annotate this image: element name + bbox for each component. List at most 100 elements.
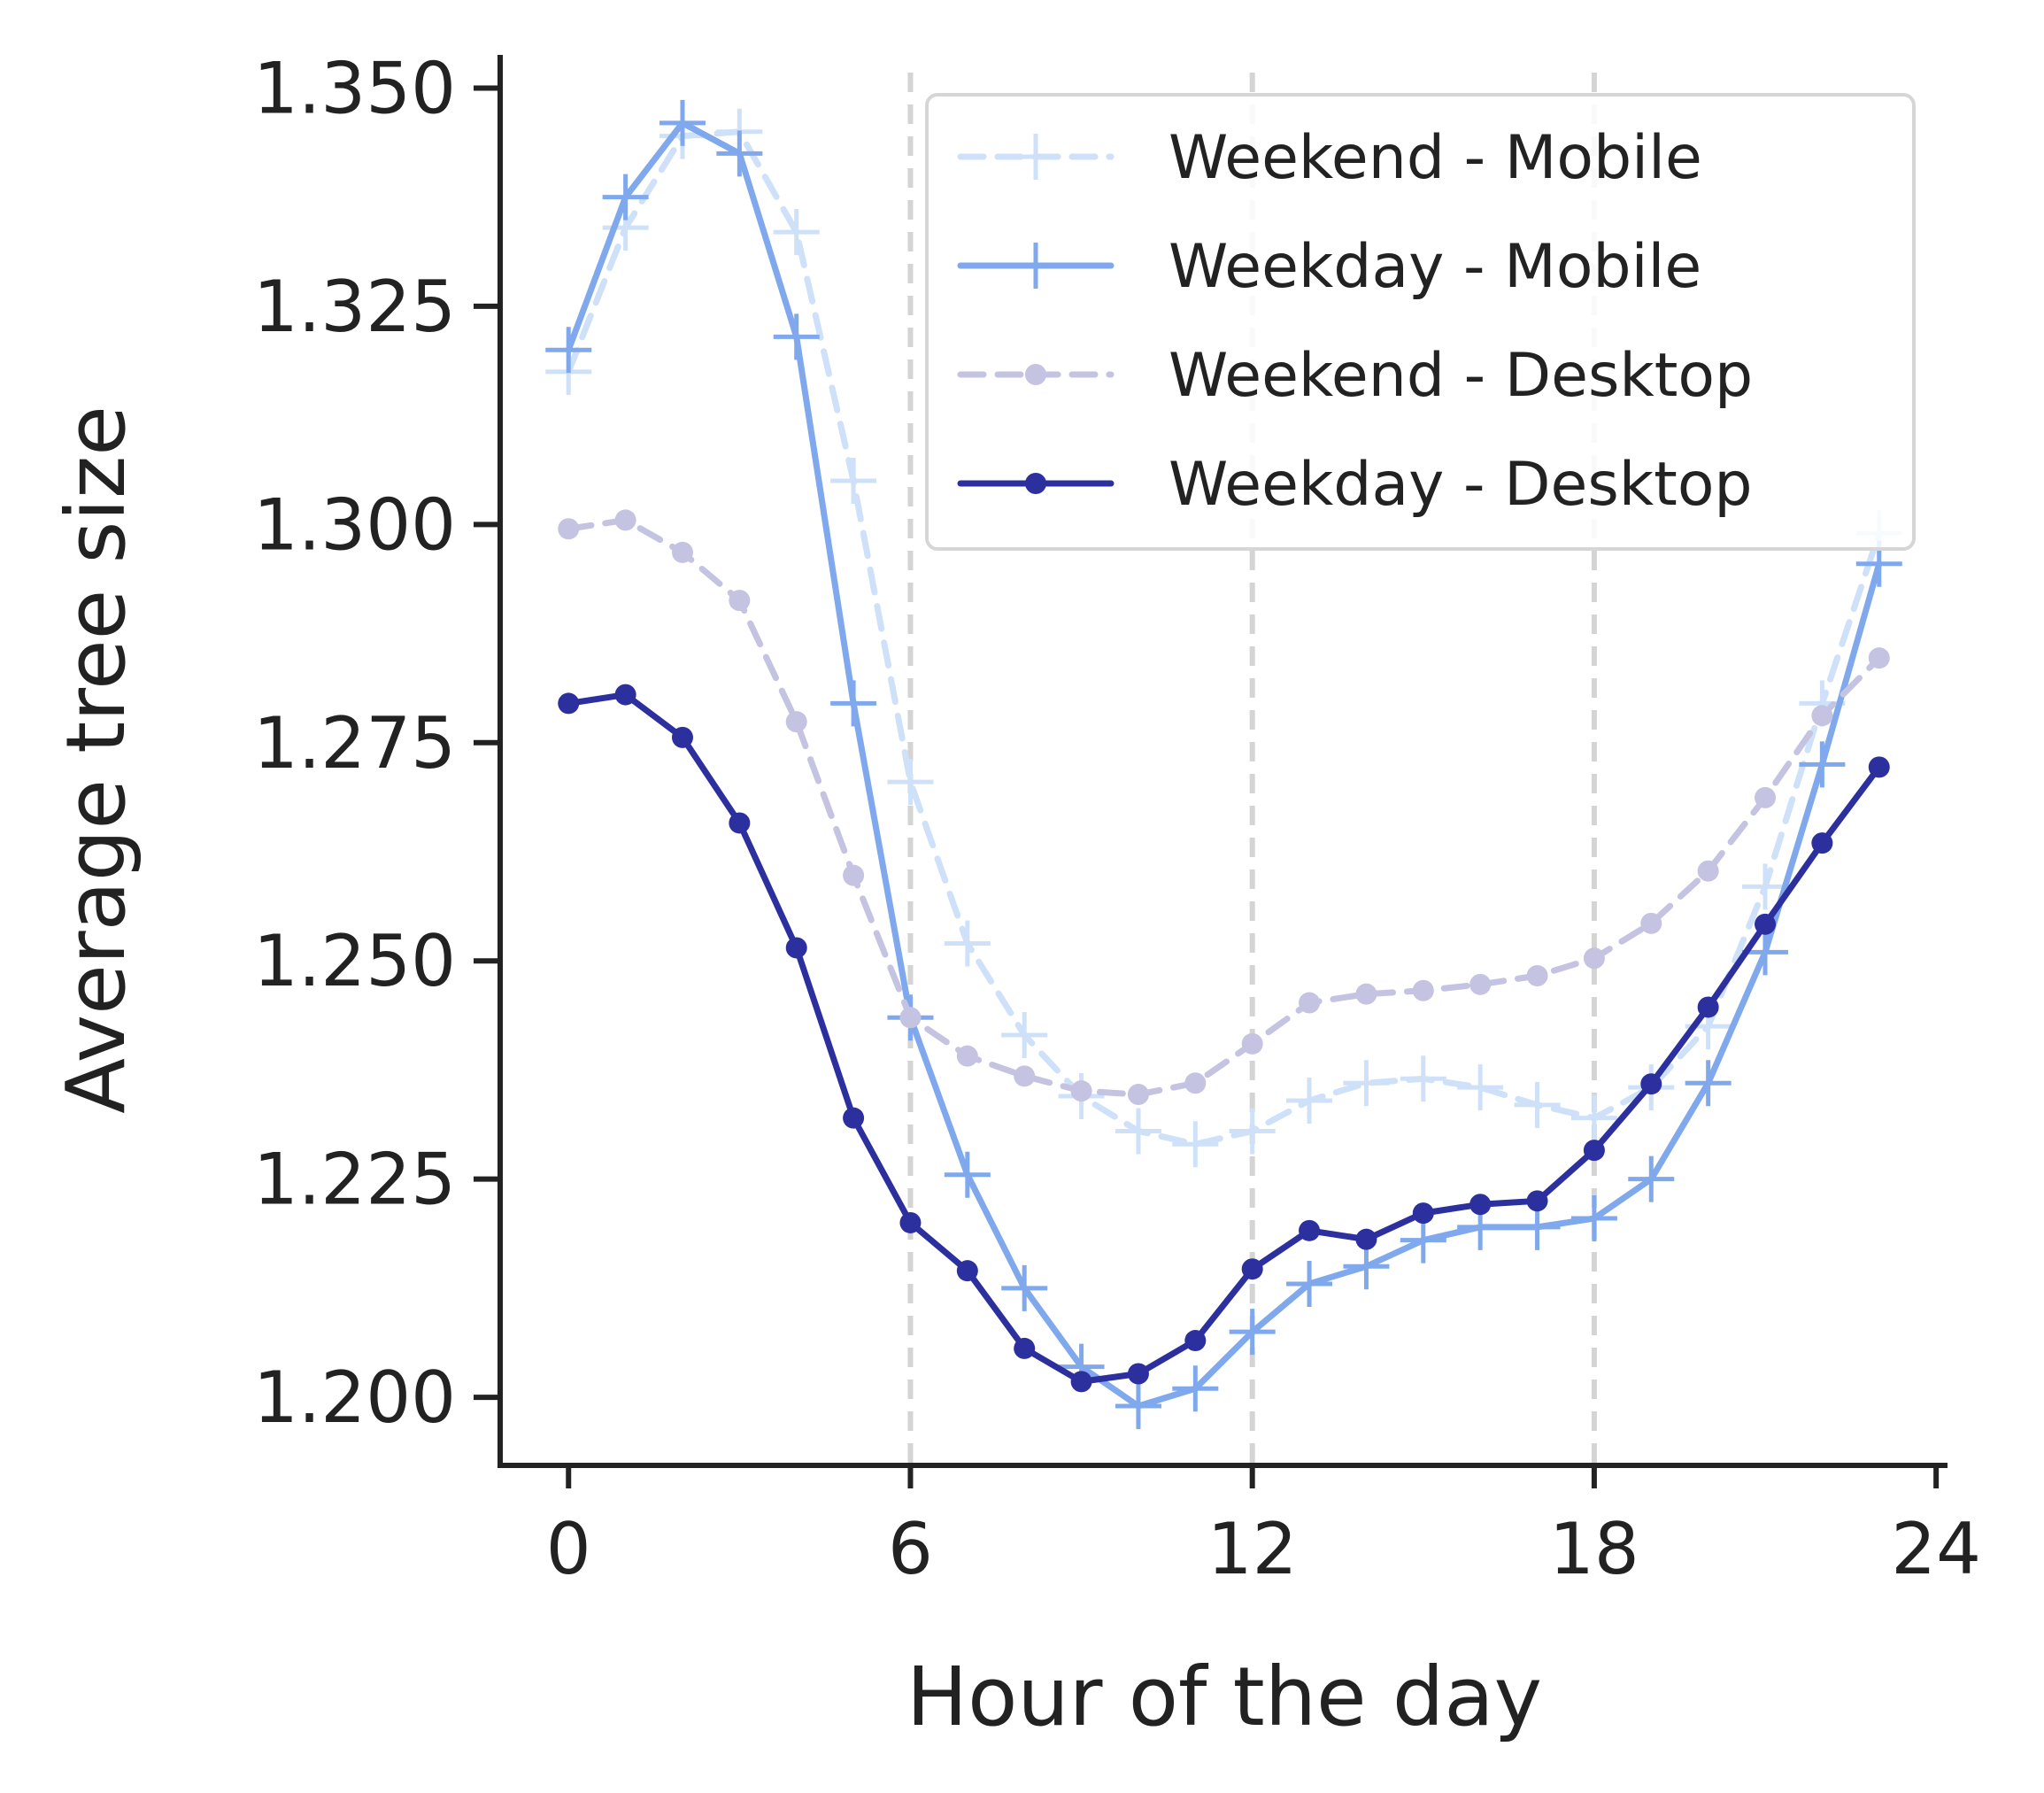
y-tick-label: 1.225 [253,1139,456,1221]
data-point [1115,1382,1161,1429]
legend-item: Weekday - Desktop [957,450,1753,520]
data-point [671,541,693,563]
data-point [1457,1064,1504,1111]
data-point [1755,786,1777,808]
data-point [785,937,807,959]
axes [498,55,1948,1468]
data-point [1570,1094,1617,1141]
data-point [1514,1081,1561,1128]
data-point [1742,929,1789,976]
data-point [1355,983,1377,1005]
legend-label: Weekend - Mobile [1169,123,1702,193]
data-point [830,680,877,727]
data-point [899,1007,922,1029]
data-point [830,458,877,505]
data-point [1811,705,1833,727]
data-point [659,99,706,146]
x-tick-label: 24 [1891,1508,1981,1590]
x-axis-label: Hour of the day [906,1650,1542,1744]
data-point [1583,947,1605,970]
data-point [1799,741,1846,788]
data-point [785,711,807,733]
data-point [1001,1012,1048,1059]
data-point [1286,1077,1333,1124]
data-point [1355,1228,1377,1250]
data-point [843,1107,865,1129]
data-point [545,327,592,374]
data-point [944,1151,991,1198]
data-point [1184,1330,1207,1352]
data-point [1697,860,1719,882]
y-tick-label: 1.200 [253,1356,456,1439]
y-tick-label: 1.350 [253,47,456,129]
data-point [1526,964,1548,986]
data-point [1412,979,1434,1001]
data-point [1127,1084,1149,1106]
series-layer [545,99,1902,1429]
data-point [843,864,865,886]
data-point [1127,1363,1149,1385]
series-line [565,128,1883,1148]
data-point [1868,647,1890,669]
x-tick-label: 0 [546,1508,591,1590]
data-point [1172,1121,1219,1168]
data-point [956,1045,978,1067]
legend: Weekend - Mobile Weekday - Mobile Weekend … [925,93,1916,551]
legend-swatch-marker [1025,364,1046,385]
data-point [1299,992,1321,1014]
series-line [565,692,1883,1385]
x-tick-label: 18 [1549,1508,1639,1590]
legend-swatch-marker [1025,473,1046,494]
legend-item: Weekend - Desktop [957,341,1753,411]
data-point [1400,1217,1446,1264]
y-tick-label: 1.250 [253,920,456,1002]
data-point [1184,1072,1207,1094]
data-point [1343,1060,1390,1107]
data-point [1115,1108,1161,1155]
series-line [565,516,1883,1098]
x-tick-label: 6 [888,1508,933,1590]
data-point [558,692,580,715]
data-point [1628,1155,1675,1202]
data-point [1742,863,1789,910]
legend-label: Weekday - Desktop [1169,450,1753,520]
data-point [773,209,820,256]
data-point [1514,1203,1561,1250]
data-point [1229,1309,1276,1356]
data-point [602,174,649,220]
legend-swatch-marker [1013,243,1059,289]
y-ticks: 1.200 1.225 1.250 1.275 1.300 1.325 1.350 [253,47,500,1439]
legend-item: Weekday - Mobile [957,232,1701,302]
data-point [1070,1371,1092,1393]
data-point [1868,756,1890,778]
data-point [1229,1108,1276,1155]
data-point [1640,1073,1662,1095]
data-point [773,313,820,360]
data-point [1640,912,1662,934]
data-point [1570,1195,1617,1242]
data-point [944,920,991,967]
data-point [1172,1365,1219,1412]
data-point [614,684,636,706]
x-tick-label: 12 [1207,1508,1298,1590]
data-point [956,1260,978,1282]
series-weekend-desktop [558,509,1890,1106]
data-point [1014,1065,1036,1087]
data-point [729,590,751,612]
data-point [1685,1060,1732,1107]
data-point [1583,1140,1605,1162]
data-point [1811,832,1833,854]
data-point [1070,1080,1092,1102]
data-point [1697,996,1719,1018]
y-tick-label: 1.325 [253,266,456,348]
series-line [565,120,1883,1410]
series-weekday-desktop [558,684,1890,1393]
data-point [1400,1055,1446,1102]
data-point [1286,1260,1333,1307]
y-tick-label: 1.275 [253,702,456,784]
legend-frame [925,93,1916,551]
data-point [729,812,751,834]
y-tick-label: 1.300 [253,483,456,566]
data-point [887,759,934,806]
